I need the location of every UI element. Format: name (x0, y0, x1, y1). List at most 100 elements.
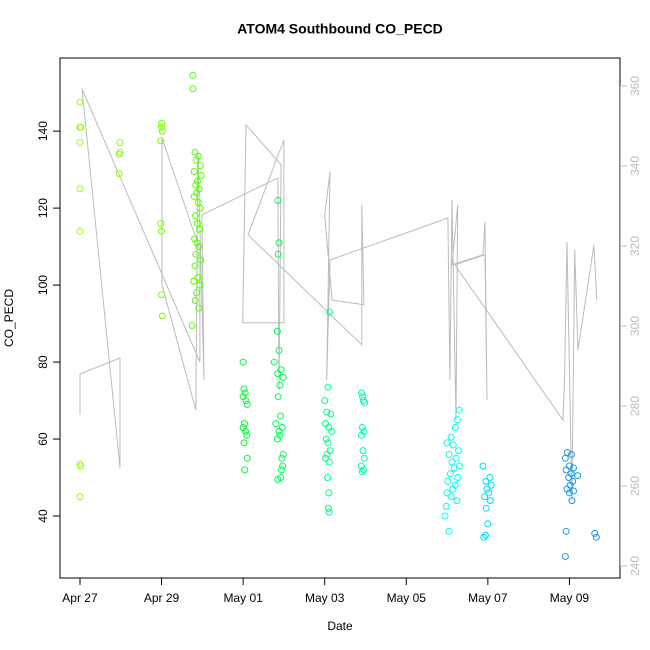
point (240, 385, 248, 393)
y2-tick-label: 360 (628, 76, 642, 96)
y-axis-label: CO_PECD (2, 289, 16, 347)
point (76, 98, 84, 106)
point (322, 420, 330, 428)
point (448, 458, 456, 466)
point (562, 466, 570, 474)
point (574, 472, 582, 480)
point (565, 474, 573, 482)
point (188, 322, 196, 330)
point (359, 447, 367, 455)
y-tick-label: 140 (36, 121, 50, 141)
chart-title: ATOM4 Southbound CO_PECD (237, 21, 443, 37)
point (453, 416, 461, 424)
line (79, 88, 598, 501)
point (570, 464, 578, 472)
point (197, 256, 205, 264)
point (157, 137, 165, 145)
point (570, 487, 578, 495)
point (441, 512, 449, 520)
point (240, 439, 248, 447)
point (272, 420, 280, 428)
point (443, 489, 451, 497)
point (158, 127, 166, 135)
point (243, 400, 251, 408)
point (447, 433, 455, 441)
point (274, 370, 282, 378)
point (326, 308, 334, 316)
point (77, 462, 85, 470)
point (481, 493, 489, 501)
point (275, 427, 283, 435)
point (454, 447, 462, 455)
point (482, 504, 490, 512)
x-tick-label: May 09 (550, 591, 590, 605)
point (480, 533, 488, 541)
y2-tick-label: 320 (628, 236, 642, 256)
point (192, 250, 200, 258)
point (279, 462, 287, 470)
point (278, 424, 286, 432)
point (189, 71, 197, 79)
point (115, 169, 123, 177)
point (323, 408, 331, 416)
point (450, 464, 458, 472)
point (279, 450, 287, 458)
point (481, 531, 489, 539)
point (454, 474, 462, 482)
point (274, 250, 282, 258)
x-tick-label: Apr 27 (62, 591, 98, 605)
point (270, 358, 278, 366)
y-tick-label: 100 (36, 275, 50, 295)
y-tick-label: 80 (36, 355, 50, 369)
point (274, 196, 282, 204)
point (592, 533, 600, 541)
point (487, 481, 495, 489)
point (324, 504, 332, 512)
x-tick-label: May 03 (305, 591, 345, 605)
point (191, 148, 199, 156)
point (242, 397, 250, 405)
y2-tick-label: 280 (628, 396, 642, 416)
point (359, 397, 367, 405)
point (451, 424, 459, 432)
point (324, 383, 332, 391)
point (443, 439, 451, 447)
point (190, 277, 198, 285)
point (324, 439, 332, 447)
point (277, 466, 285, 474)
point (561, 454, 569, 462)
point (479, 462, 487, 470)
point (358, 424, 366, 432)
point (445, 450, 453, 458)
point (452, 454, 460, 462)
point (158, 123, 166, 131)
point (239, 358, 247, 366)
point (189, 85, 197, 93)
point (482, 477, 490, 485)
point (561, 552, 569, 560)
point (328, 427, 336, 435)
point (275, 347, 283, 355)
point (274, 475, 282, 483)
point (484, 520, 492, 528)
point (485, 489, 493, 497)
point (278, 454, 286, 462)
y-tick-label: 40 (36, 509, 50, 523)
point (277, 412, 285, 420)
point (322, 454, 330, 462)
point (158, 119, 166, 127)
point (192, 156, 200, 164)
point (194, 152, 202, 160)
point (567, 450, 575, 458)
point (195, 225, 203, 233)
point (191, 212, 199, 220)
point (449, 441, 457, 449)
point (158, 312, 166, 320)
point (358, 468, 366, 476)
point (324, 474, 332, 482)
point (361, 398, 369, 406)
point (455, 406, 463, 414)
point (322, 435, 330, 443)
x-tick-label: Apr 29 (144, 591, 180, 605)
point (241, 389, 249, 397)
